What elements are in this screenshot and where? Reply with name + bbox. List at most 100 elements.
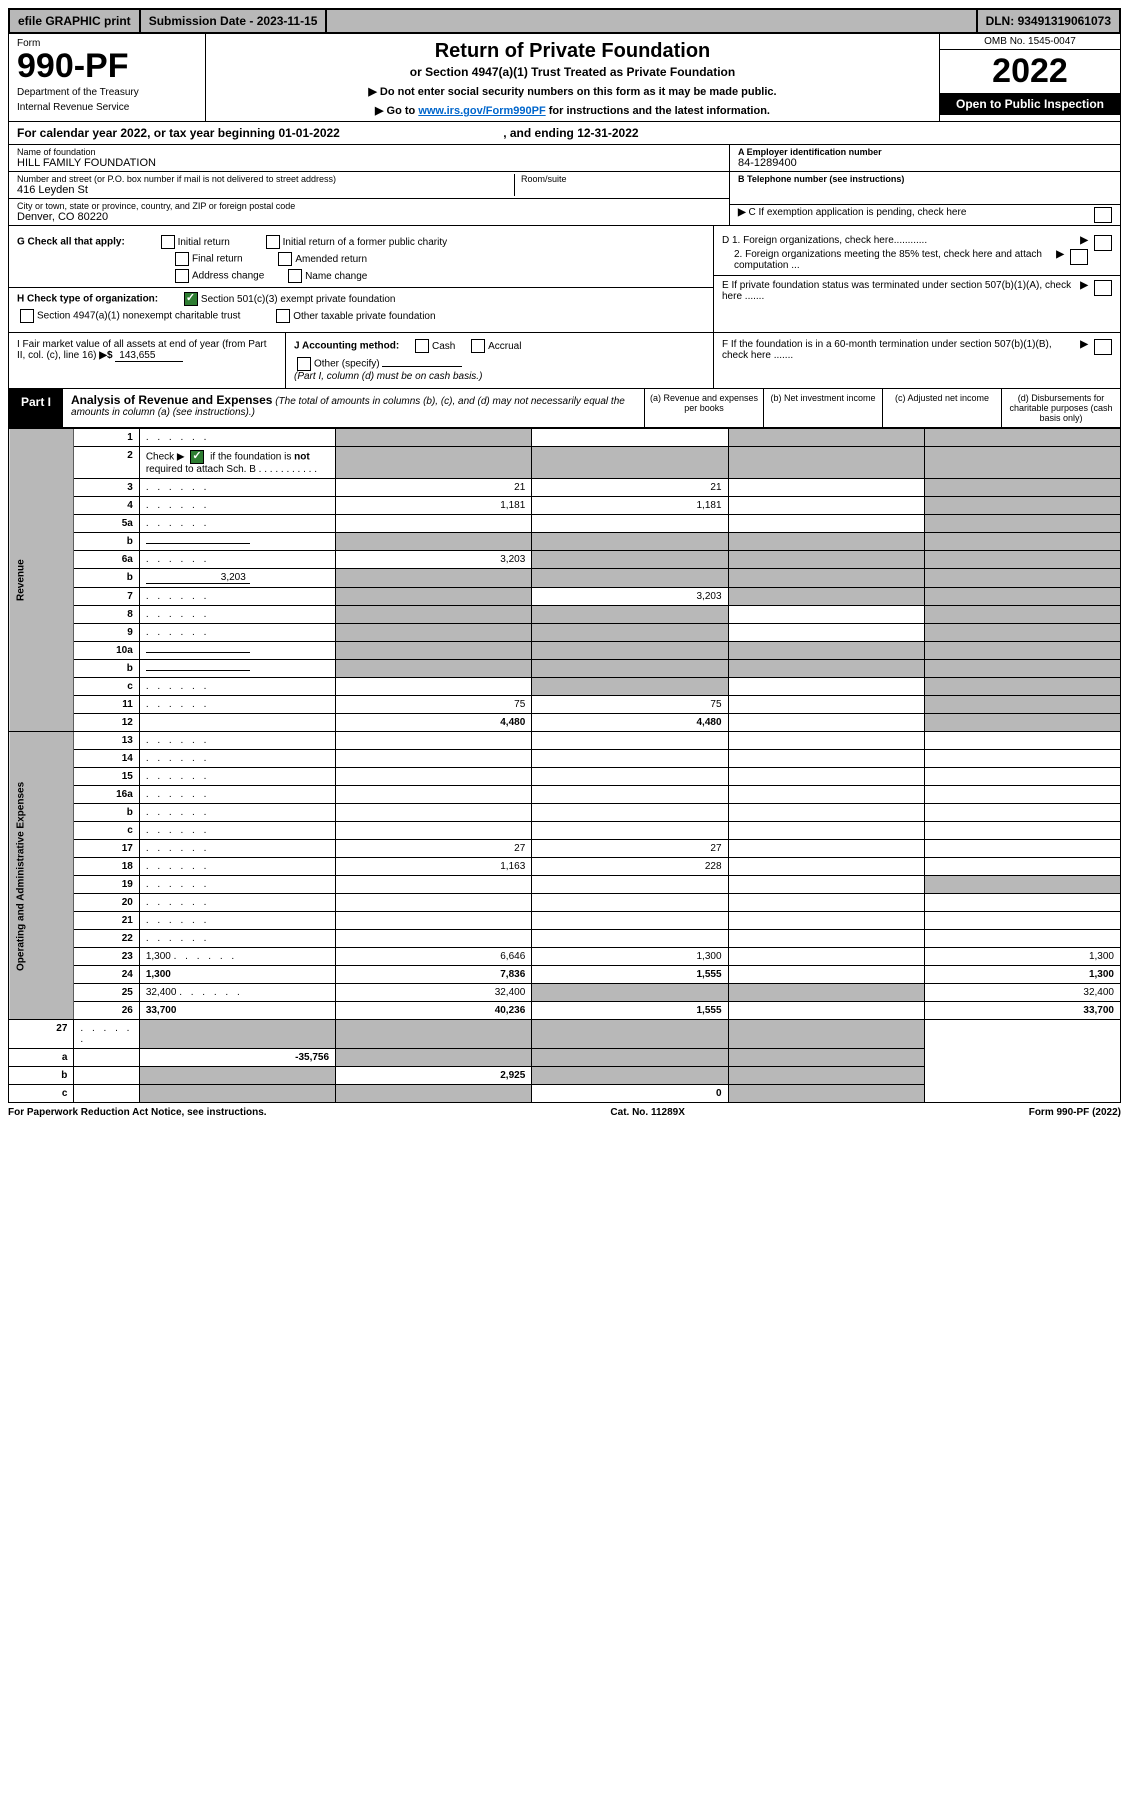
f-label: F If the foundation is in a 60-month ter…: [722, 339, 1052, 361]
table-row: 27 . . . . . .: [9, 1020, 1121, 1049]
other-taxable-checkbox[interactable]: [276, 309, 290, 323]
street-label: Number and street (or P.O. box number if…: [17, 174, 514, 184]
table-row: Revenue1 . . . . . .: [9, 429, 1121, 447]
table-row: 6a . . . . . .3,203: [9, 551, 1121, 569]
footer-left: For Paperwork Reduction Act Notice, see …: [8, 1107, 267, 1118]
analysis-table: Revenue1 . . . . . .2Check ▶ if the foun…: [8, 428, 1121, 1103]
d1-label: D 1. Foreign organizations, check here..…: [722, 235, 927, 246]
street-value: 416 Leyden St: [17, 184, 514, 196]
501c3-checkbox[interactable]: [184, 292, 198, 306]
i-j-f-section: I Fair market value of all assets at end…: [8, 333, 1121, 389]
table-row: 16a . . . . . .: [9, 786, 1121, 804]
form-goto: ▶ Go to www.irs.gov/Form990PF for instru…: [214, 104, 931, 117]
4947a1-checkbox[interactable]: [20, 309, 34, 323]
initial-return-former-checkbox[interactable]: [266, 235, 280, 249]
col-b-header: (b) Net investment income: [763, 389, 882, 427]
g-h-section: G Check all that apply: Initial return I…: [8, 226, 1121, 333]
city-value: Denver, CO 80220: [17, 211, 721, 223]
table-row: 21 . . . . . .: [9, 912, 1121, 930]
table-row: 18 . . . . . .1,163228: [9, 858, 1121, 876]
form-warning: ▶ Do not enter social security numbers o…: [214, 85, 931, 98]
final-return-checkbox[interactable]: [175, 252, 189, 266]
top-bar: efile GRAPHIC print Submission Date - 20…: [8, 8, 1121, 34]
table-row: b2,925: [9, 1067, 1121, 1085]
footer-right: Form 990-PF (2022): [1029, 1107, 1121, 1118]
j-label: J Accounting method:: [294, 341, 399, 352]
j-note: (Part I, column (d) must be on cash basi…: [294, 371, 705, 382]
table-row: 4 . . . . . .1,1811,181: [9, 497, 1121, 515]
part1-label: Part I: [9, 389, 63, 427]
form-subtitle: or Section 4947(a)(1) Trust Treated as P…: [214, 65, 931, 79]
form990pf-link[interactable]: www.irs.gov/Form990PF: [418, 105, 545, 117]
entity-info-block: Name of foundation HILL FAMILY FOUNDATIO…: [8, 145, 1121, 226]
table-row: 15 . . . . . .: [9, 768, 1121, 786]
table-row: 20 . . . . . .: [9, 894, 1121, 912]
table-row: 2633,70040,2361,55533,700: [9, 1002, 1121, 1020]
table-row: 17 . . . . . .2727: [9, 840, 1121, 858]
table-row: 7 . . . . . .3,203: [9, 588, 1121, 606]
irs-label: Internal Revenue Service: [17, 102, 197, 113]
d2-checkbox[interactable]: [1070, 249, 1088, 265]
col-d-header: (d) Disbursements for charitable purpose…: [1001, 389, 1120, 427]
open-public-badge: Open to Public Inspection: [940, 93, 1120, 115]
c-label: C If exemption application is pending, c…: [748, 207, 966, 218]
amended-return-checkbox[interactable]: [278, 252, 292, 266]
table-row: b . . . . . .: [9, 804, 1121, 822]
g-label: G Check all that apply:: [17, 237, 125, 248]
dln: DLN: 93491319061073: [978, 10, 1119, 32]
foundation-name-label: Name of foundation: [17, 147, 721, 157]
table-row: c0: [9, 1085, 1121, 1103]
col-a-header: (a) Revenue and expenses per books: [644, 389, 763, 427]
col-c-header: (c) Adjusted net income: [882, 389, 1001, 427]
page-footer: For Paperwork Reduction Act Notice, see …: [8, 1103, 1121, 1122]
room-label: Room/suite: [521, 174, 721, 184]
table-row: 124,4804,480: [9, 714, 1121, 732]
efile-label[interactable]: efile GRAPHIC print: [10, 10, 139, 32]
dept-label: Department of the Treasury: [17, 87, 197, 98]
ein-label: A Employer identification number: [738, 147, 1112, 157]
table-row: 14 . . . . . .: [9, 750, 1121, 768]
table-row: 19 . . . . . .: [9, 876, 1121, 894]
name-change-checkbox[interactable]: [288, 269, 302, 283]
h-label: H Check type of organization:: [17, 294, 158, 305]
e-checkbox[interactable]: [1094, 280, 1112, 296]
part1-header: Part I Analysis of Revenue and Expenses …: [8, 389, 1121, 428]
tax-year: 2022: [940, 50, 1120, 93]
table-row: 241,3007,8361,5551,300: [9, 966, 1121, 984]
phone-label: B Telephone number (see instructions): [738, 174, 1112, 184]
table-row: b: [9, 660, 1121, 678]
table-row: a-35,756: [9, 1049, 1121, 1067]
table-row: b: [9, 533, 1121, 551]
submission-date: Submission Date - 2023-11-15: [141, 10, 326, 32]
table-row: 9 . . . . . .: [9, 624, 1121, 642]
accrual-checkbox[interactable]: [471, 339, 485, 353]
form-header: Form 990-PF Department of the Treasury I…: [8, 34, 1121, 122]
table-row: c . . . . . .: [9, 678, 1121, 696]
ein-value: 84-1289400: [738, 157, 1112, 169]
table-row: 10a: [9, 642, 1121, 660]
form-number: 990-PF: [17, 49, 197, 83]
form-title: Return of Private Foundation: [214, 40, 931, 63]
table-row: 231,300 . . . . . .6,6461,3001,300: [9, 948, 1121, 966]
f-checkbox[interactable]: [1094, 339, 1112, 355]
d1-checkbox[interactable]: [1094, 235, 1112, 251]
table-row: 2532,400 . . . . . .32,40032,400: [9, 984, 1121, 1002]
other-method-checkbox[interactable]: [297, 357, 311, 371]
table-row: 11 . . . . . .7575: [9, 696, 1121, 714]
table-row: 2Check ▶ if the foundation is not requir…: [9, 447, 1121, 479]
omb-number: OMB No. 1545-0047: [940, 34, 1120, 50]
table-row: 3 . . . . . .2121: [9, 479, 1121, 497]
c-checkbox[interactable]: [1094, 207, 1112, 223]
address-change-checkbox[interactable]: [175, 269, 189, 283]
calendar-year-row: For calendar year 2022, or tax year begi…: [8, 122, 1121, 145]
foundation-name: HILL FAMILY FOUNDATION: [17, 157, 721, 169]
d2-label: 2. Foreign organizations meeting the 85%…: [734, 249, 1042, 271]
cash-checkbox[interactable]: [415, 339, 429, 353]
table-row: 22 . . . . . .: [9, 930, 1121, 948]
footer-center: Cat. No. 11289X: [610, 1107, 684, 1118]
table-row: b 3,203: [9, 569, 1121, 588]
initial-return-checkbox[interactable]: [161, 235, 175, 249]
fmv-value: 143,655: [115, 350, 183, 362]
table-row: 8 . . . . . .: [9, 606, 1121, 624]
city-label: City or town, state or province, country…: [17, 201, 721, 211]
